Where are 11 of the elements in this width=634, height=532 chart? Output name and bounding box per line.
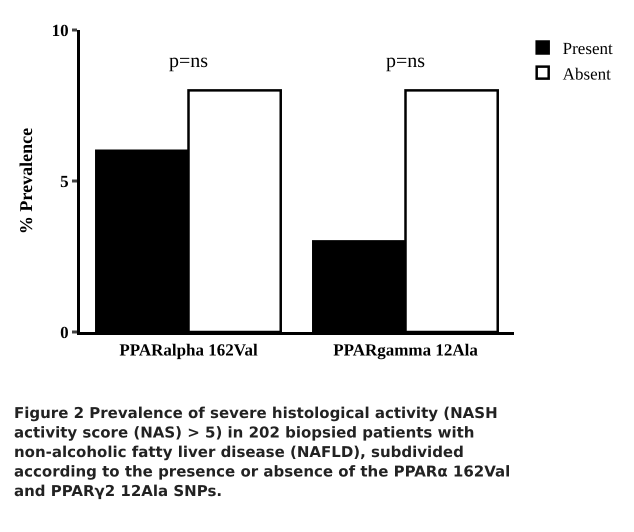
x-tick-label: PPARgamma 12Ala [333, 340, 478, 360]
y-axis-title: % Prevalence [16, 128, 36, 234]
y-tick-label: 10 [52, 20, 69, 40]
legend-label: Absent [562, 64, 612, 84]
legend-label: Present [562, 39, 613, 58]
y-tick-label: 0 [60, 322, 69, 342]
annotation: p=ns [169, 50, 208, 72]
x-tick-label: PPARalpha 162Val [119, 340, 258, 360]
y-tick-label: 5 [60, 172, 69, 191]
annotation: p=ns [386, 50, 426, 72]
caption: Figure 2 Prevalence of severe histological activity (NASH activity score (NAS) > 5) in 202 biopsied patients with non-alcoholic fatty liver disease (NAFLD), subdivided according to the presence or absence of the PPARα 162Val and PPARγ2 12Ala SNPs. [14, 404, 510, 500]
